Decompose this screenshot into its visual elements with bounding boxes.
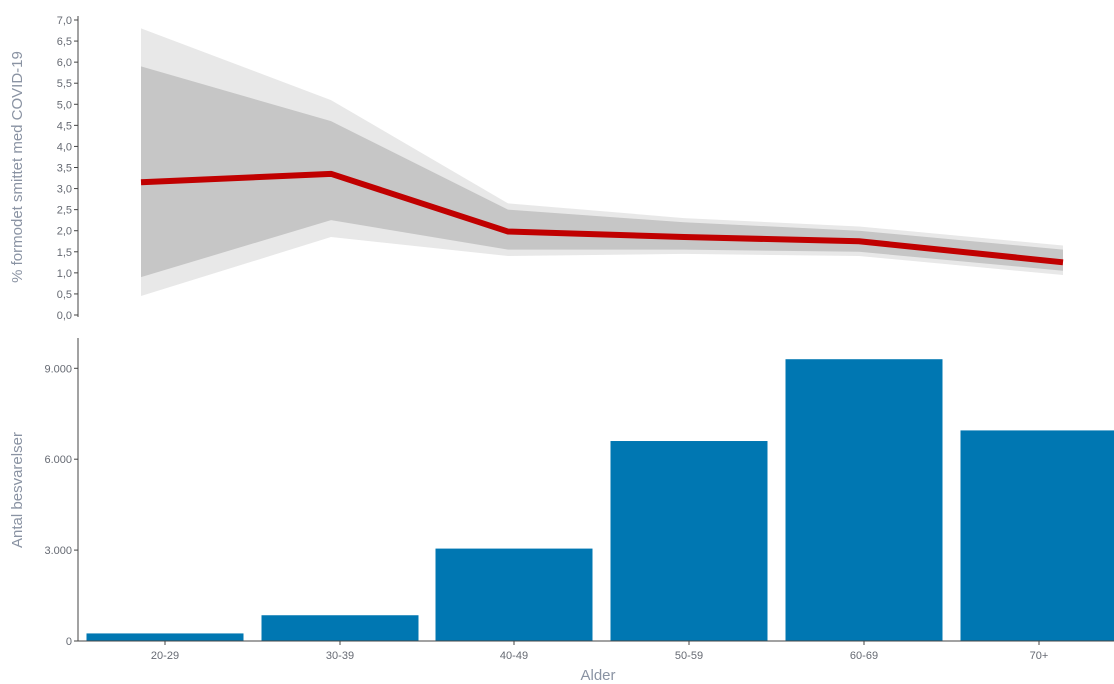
x-tick-label: 20-29 — [151, 650, 179, 662]
y-tick-label: 0,0 — [57, 310, 72, 322]
y-tick-label: 6.000 — [44, 454, 72, 466]
x-tick-label: 70+ — [1030, 650, 1049, 662]
x-axis-label: Alder — [580, 667, 615, 684]
outer-confidence-band — [141, 28, 1063, 297]
confidence-bands — [141, 28, 1063, 297]
y-tick-label: 3.000 — [44, 545, 72, 557]
y-tick-label: 3,0 — [57, 184, 72, 196]
top-y-ticks: 0,0 0,5 1,0 1,5 2,0 2,5 3,0 3,5 4,0 4,5 5,0 5,5 6,0 6… — [57, 15, 78, 322]
bar — [610, 441, 768, 641]
bar — [435, 548, 593, 641]
y-tick-label: 0,5 — [57, 289, 72, 301]
y-tick-label: 0 — [66, 636, 72, 648]
x-tick-label: 30-39 — [326, 650, 354, 662]
y-tick-label: 4,5 — [57, 120, 72, 132]
x-tick-label: 60-69 — [850, 650, 878, 662]
x-tick-label: 50-59 — [675, 650, 703, 662]
bottom-y-ticks: 0 3.000 6.000 9.000 — [44, 363, 78, 648]
bottom-panel: 0 3.000 6.000 9.000 20-29 30-39 40-49 50-59 60-… — [9, 338, 1114, 684]
x-tick-label: 40-49 — [500, 650, 528, 662]
y-tick-label: 1,0 — [57, 268, 72, 280]
top-y-axis-label: % formodet smittet med COVID-19 — [9, 51, 26, 283]
inner-confidence-band — [141, 66, 1063, 278]
y-tick-label: 7,0 — [57, 15, 72, 27]
series-line — [140, 170, 1064, 266]
y-tick-label: 5,0 — [57, 99, 72, 111]
y-tick-label: 6,0 — [57, 57, 72, 69]
bottom-y-axis-label: Antal besvarelser — [9, 432, 26, 548]
y-tick-label: 6,5 — [57, 36, 72, 48]
y-tick-label: 5,5 — [57, 78, 72, 90]
y-tick-label: 1,5 — [57, 247, 72, 259]
y-tick-label: 2,0 — [57, 226, 72, 238]
bars — [86, 359, 1114, 641]
bar — [86, 633, 244, 641]
bar — [785, 359, 943, 641]
y-tick-label: 9.000 — [44, 363, 72, 375]
y-tick-label: 3,5 — [57, 163, 72, 175]
top-panel: 0,0 0,5 1,0 1,5 2,0 2,5 3,0 3,5 4,0 4,5 5,0 5,5 6,0 6… — [9, 15, 1064, 322]
bar — [261, 615, 419, 641]
bottom-x-ticks: 20-29 30-39 40-49 50-59 60-69 70+ — [151, 641, 1048, 662]
bar — [960, 430, 1114, 641]
y-tick-label: 2,5 — [57, 205, 72, 217]
y-tick-label: 4,0 — [57, 141, 72, 153]
